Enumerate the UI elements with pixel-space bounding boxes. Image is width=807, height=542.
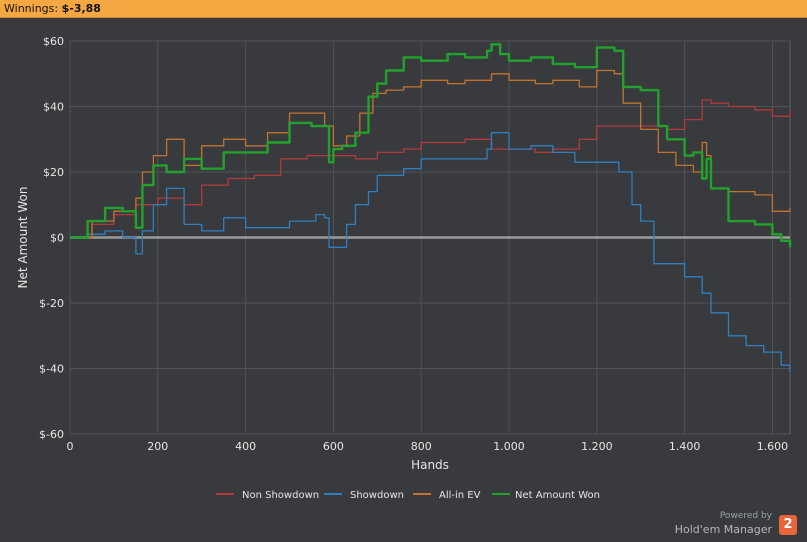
y-tick-label: $-40 bbox=[39, 363, 64, 376]
x-tick-label: 1.000 bbox=[493, 440, 525, 453]
x-axis-title: Hands bbox=[411, 458, 449, 472]
powered-by-label: Powered by bbox=[719, 511, 772, 521]
series-lines bbox=[70, 43, 792, 372]
x-tick-label: 600 bbox=[323, 440, 344, 453]
y-tick-label: $60 bbox=[43, 35, 64, 48]
winnings-graph: 0 200 400 600 800 1.000 1.200 1.400 1.600 $60 $40 $… bbox=[16, 35, 792, 501]
x-tick-label: 800 bbox=[411, 440, 432, 453]
x-tick-label: 400 bbox=[235, 440, 256, 453]
winnings-header: Winnings: $-3,88 bbox=[0, 0, 807, 18]
series-line-all-in-ev bbox=[70, 69, 791, 239]
y-tick-label: $-20 bbox=[39, 297, 64, 310]
x-tick-label: 0 bbox=[67, 440, 74, 453]
legend-item-net-amount-won[interactable]: Net Amount Won bbox=[492, 490, 600, 501]
winnings-value: $-3,88 bbox=[61, 2, 101, 15]
y-tick-label: $40 bbox=[43, 101, 64, 114]
legend-label: Net Amount Won bbox=[515, 490, 600, 501]
legend-label: Non Showdown bbox=[242, 490, 319, 501]
legend-item-all-in-ev[interactable]: All-in EV bbox=[413, 490, 481, 501]
x-tick-label: 1.200 bbox=[581, 440, 613, 453]
x-tick-label: 1.600 bbox=[757, 440, 789, 453]
winnings-label: Winnings: bbox=[4, 2, 59, 15]
hm2-logo-icon: 2 bbox=[779, 515, 797, 535]
series-line-non-showdown bbox=[70, 99, 791, 239]
grid-lines bbox=[69, 40, 791, 435]
series-line-showdown bbox=[70, 132, 791, 372]
legend-item-non-showdown[interactable]: Non Showdown bbox=[216, 490, 319, 501]
series-line-net-amount-won bbox=[70, 43, 792, 248]
legend-item-showdown[interactable]: Showdown bbox=[324, 490, 404, 501]
legend-label: Showdown bbox=[350, 490, 404, 501]
y-axis-title: Net Amount Won bbox=[16, 187, 30, 289]
axes: 0 200 400 600 800 1.000 1.200 1.400 1.600 $60 $40 $… bbox=[16, 35, 788, 472]
x-tick-label: 1.400 bbox=[669, 440, 701, 453]
legend-label: All-in EV bbox=[439, 490, 481, 501]
y-tick-label: $-60 bbox=[39, 428, 64, 441]
product-name-label: Hold'em Manager bbox=[674, 523, 772, 536]
y-tick-label: $0 bbox=[50, 232, 64, 245]
y-tick-label: $20 bbox=[43, 166, 64, 179]
legend[interactable]: Non Showdown Showdown All-in EV Net Amount … bbox=[216, 490, 600, 501]
x-tick-label: 200 bbox=[147, 440, 168, 453]
